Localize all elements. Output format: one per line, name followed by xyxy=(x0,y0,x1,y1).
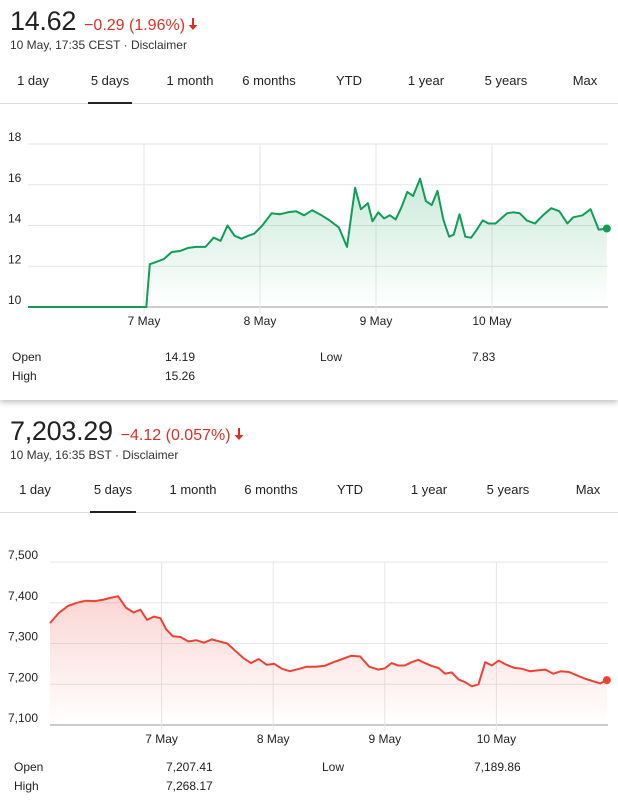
timestamp-line: 10 May, 16:35 BST · Disclaimer xyxy=(10,448,178,462)
x-tick-label: 9 May xyxy=(360,314,393,328)
low-value: 7.83 xyxy=(472,350,495,364)
stock-card-2: 7,203.29 −4.12 (0.057%) 10 May, 16:35 BS… xyxy=(0,408,618,800)
y-tick-label: 16 xyxy=(8,171,22,185)
open-value: 14.19 xyxy=(165,350,195,364)
y-tick-label: 18 xyxy=(8,130,22,144)
price-change: −0.29 (1.96%) xyxy=(84,17,185,35)
x-tick-label: 7 May xyxy=(128,314,161,328)
y-tick-label: 7,100 xyxy=(8,711,38,725)
tab-1-day[interactable]: 1 day xyxy=(16,471,54,513)
y-tick-label: 7,300 xyxy=(8,630,38,644)
y-tick-label: 7,400 xyxy=(8,589,38,603)
tab-5-years[interactable]: 5 years xyxy=(483,62,529,104)
current-price: 7,203.29 xyxy=(10,416,113,447)
open-label: Open xyxy=(14,760,43,774)
low-label: Low xyxy=(320,350,342,364)
tab-1-month[interactable]: 1 month xyxy=(163,62,217,104)
timestamp-line: 10 May, 17:35 CEST · Disclaimer xyxy=(10,38,187,52)
series-area xyxy=(28,179,607,307)
price-row: 7,203.29 −4.12 (0.057%) xyxy=(10,416,244,447)
high-label: High xyxy=(14,779,39,793)
high-value: 7,268.17 xyxy=(166,779,213,793)
price-row: 14.62 −0.29 (1.96%) xyxy=(10,6,198,37)
separator: · xyxy=(115,448,119,462)
low-value: 7,189.86 xyxy=(474,760,521,774)
arrow-down-icon xyxy=(234,427,244,445)
last-point-marker xyxy=(603,225,611,233)
price-chart-2: 7,100 7,200 7,300 7,400 7,500 7 May 8 May 9 May… xyxy=(0,530,618,780)
separator: · xyxy=(124,38,128,52)
y-tick-label: 7,500 xyxy=(8,548,38,562)
x-tick-label: 8 May xyxy=(244,314,277,328)
y-tick-label: 10 xyxy=(8,293,22,307)
arrow-down-icon xyxy=(188,17,198,35)
tab-6-months[interactable]: 6 months xyxy=(240,471,302,513)
disclaimer-link[interactable]: Disclaimer xyxy=(131,38,187,52)
timestamp: 10 May, 17:35 CEST xyxy=(10,38,120,52)
current-price: 14.62 xyxy=(10,6,76,37)
range-tabs: 1 day 5 days 1 month 6 months YTD 1 year… xyxy=(0,62,618,104)
price-change: −4.12 (0.057%) xyxy=(121,427,231,445)
y-tick-label: 7,200 xyxy=(8,670,38,684)
tab-ytd[interactable]: YTD xyxy=(335,62,363,104)
x-tick-label: 8 May xyxy=(257,732,290,746)
price-chart-1: 10 12 14 16 18 7 May 8 May 9 May 10 May xyxy=(0,112,618,342)
tab-5-years[interactable]: 5 years xyxy=(484,471,532,513)
tab-1-day[interactable]: 1 day xyxy=(14,62,52,104)
tab-5-days[interactable]: 5 days xyxy=(90,471,136,513)
tab-max[interactable]: Max xyxy=(570,62,600,104)
tab-max[interactable]: Max xyxy=(573,471,603,513)
timestamp: 10 May, 16:35 BST xyxy=(10,448,112,462)
high-label: High xyxy=(12,369,37,383)
open-label: Open xyxy=(12,350,41,364)
x-tick-label: 10 May xyxy=(477,732,516,746)
x-tick-label: 9 May xyxy=(368,732,401,746)
tab-ytd[interactable]: YTD xyxy=(336,471,364,513)
tab-5-days[interactable]: 5 days xyxy=(88,62,132,104)
tab-6-months[interactable]: 6 months xyxy=(238,62,300,104)
stock-card-1: 14.62 −0.29 (1.96%) 10 May, 17:35 CEST ·… xyxy=(0,0,618,400)
x-tick-label: 7 May xyxy=(145,732,178,746)
low-label: Low xyxy=(322,760,344,774)
last-point-marker xyxy=(603,676,611,684)
high-value: 15.26 xyxy=(165,369,195,383)
y-tick-label: 14 xyxy=(8,212,22,226)
range-tabs: 1 day 5 days 1 month 6 months YTD 1 year… xyxy=(0,471,618,513)
tab-1-year[interactable]: 1 year xyxy=(408,471,450,513)
series-area xyxy=(50,596,607,725)
x-tick-label: 10 May xyxy=(472,314,511,328)
y-tick-label: 12 xyxy=(8,252,22,266)
tab-1-month[interactable]: 1 month xyxy=(165,471,221,513)
tab-1-year[interactable]: 1 year xyxy=(405,62,447,104)
open-value: 7,207.41 xyxy=(166,760,213,774)
disclaimer-link[interactable]: Disclaimer xyxy=(122,448,178,462)
